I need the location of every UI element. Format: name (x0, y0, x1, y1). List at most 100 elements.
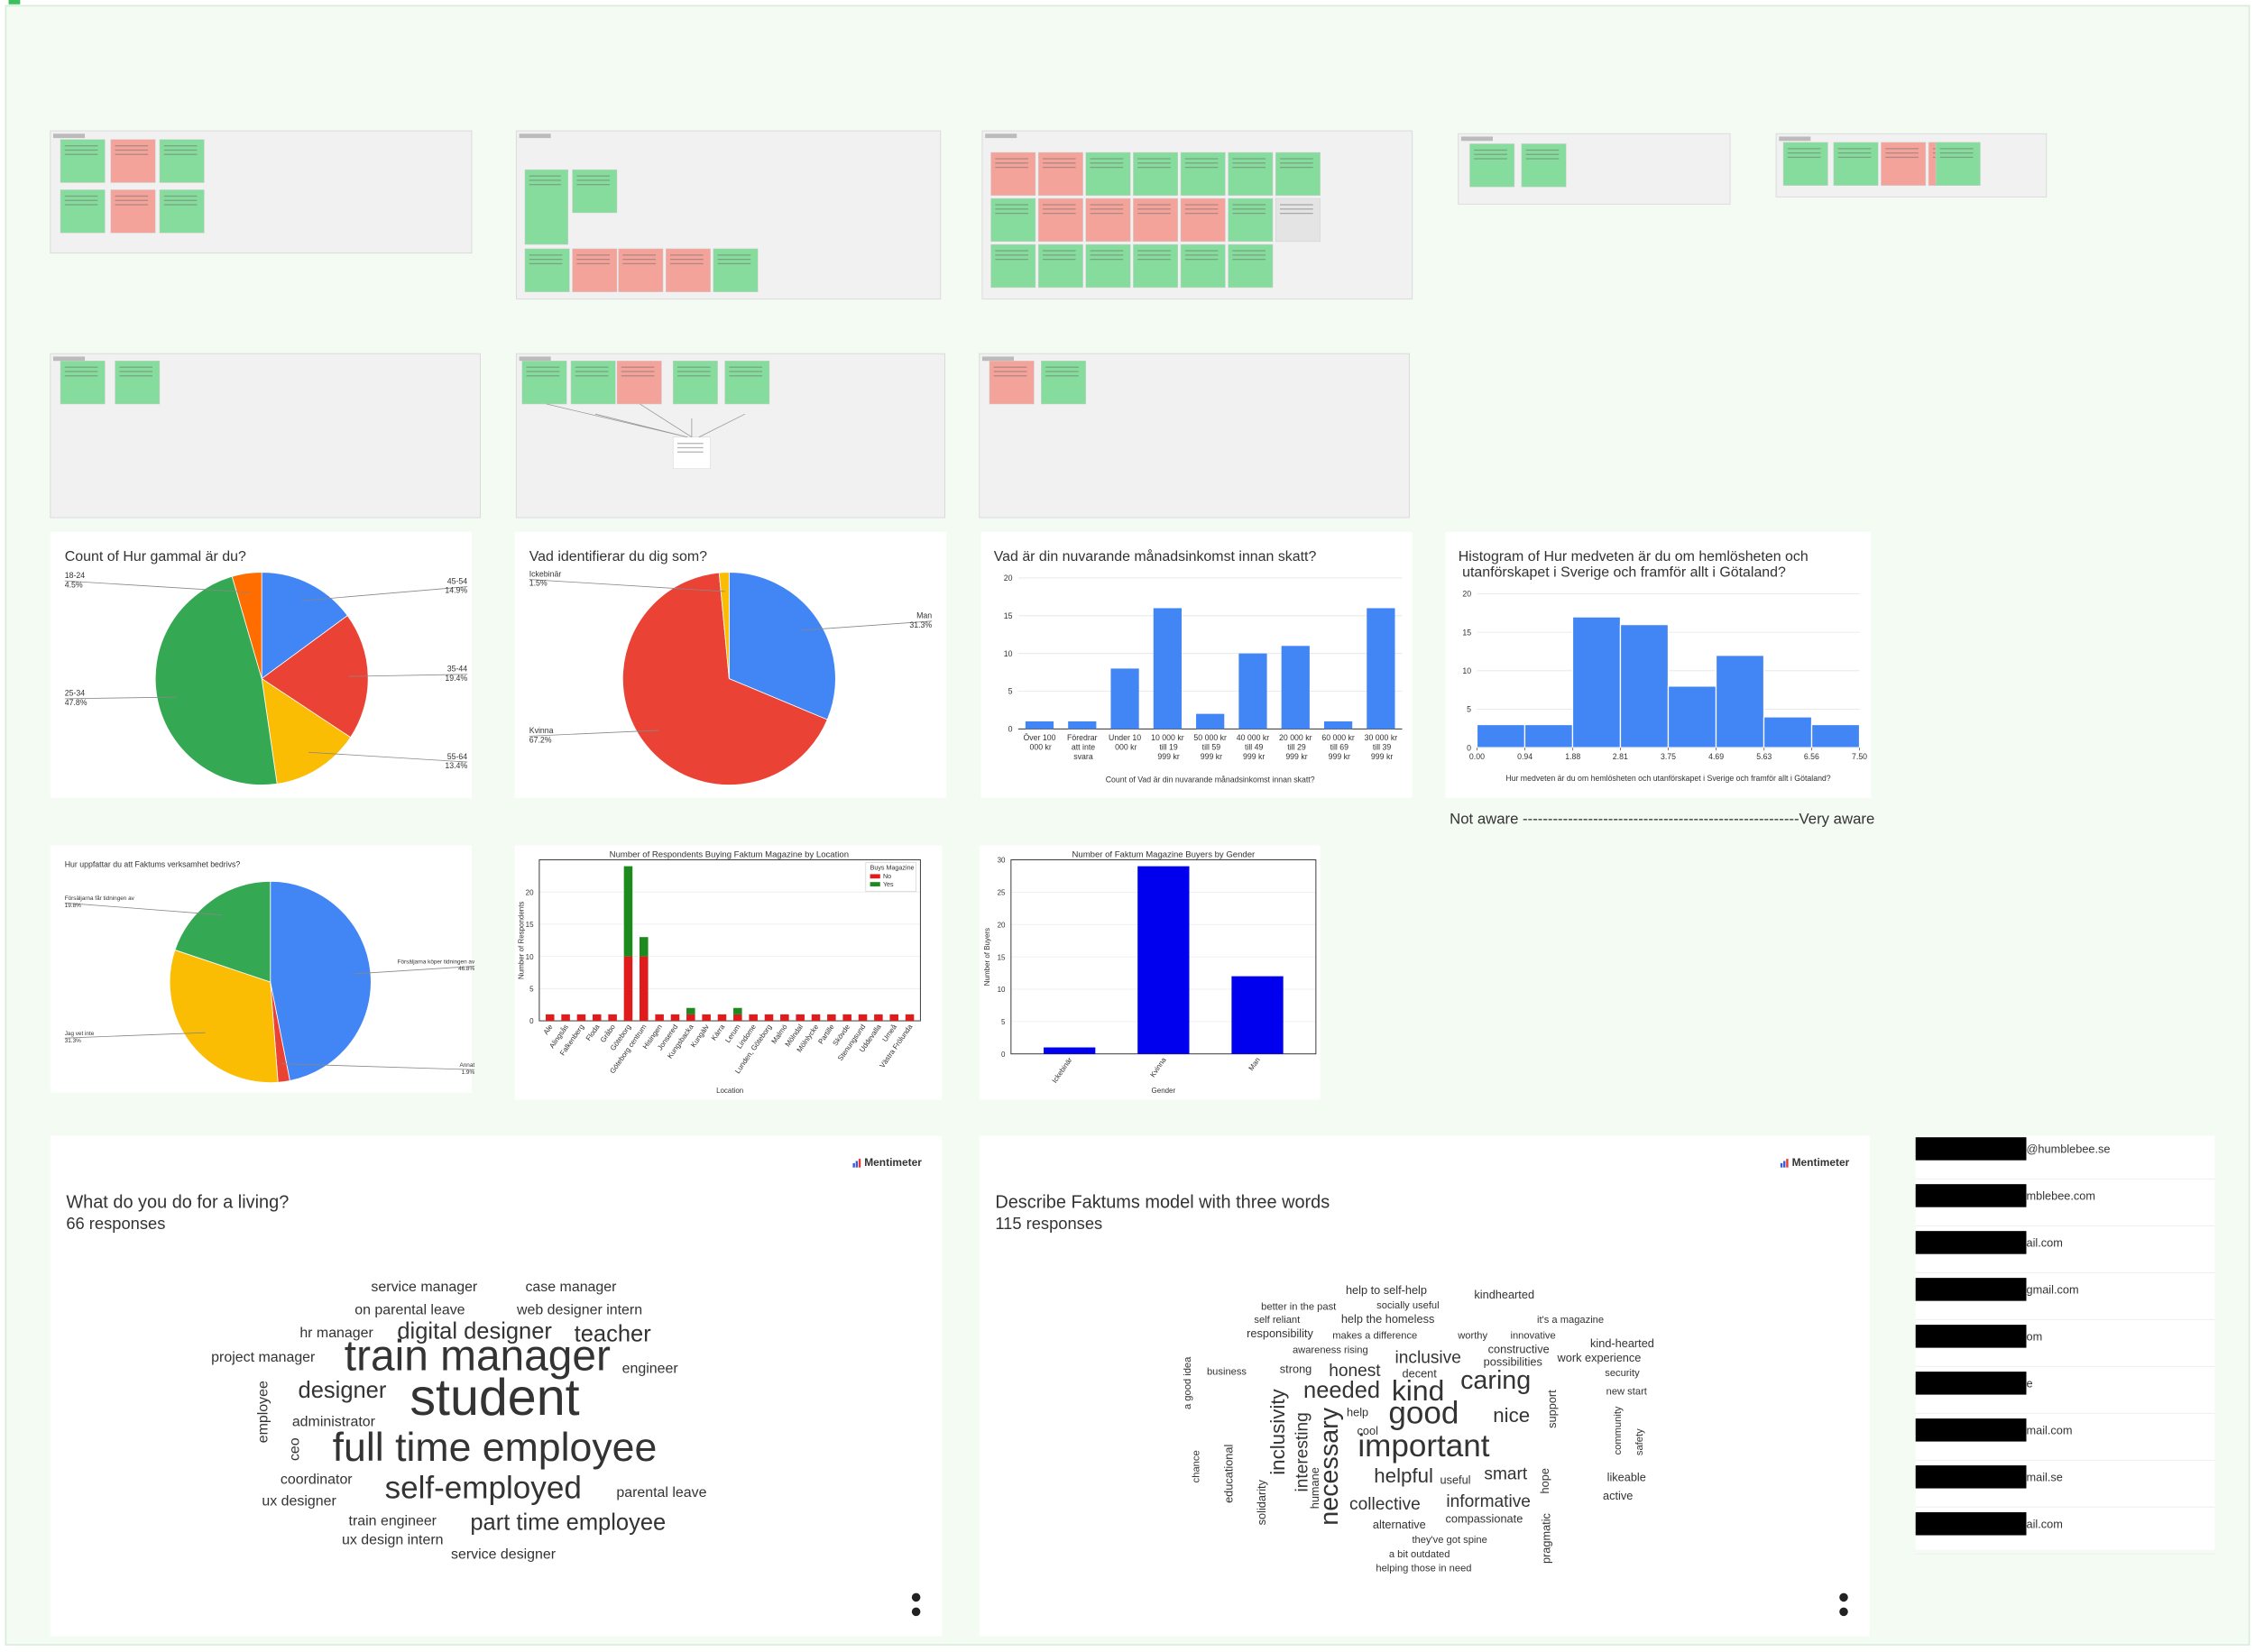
brand-icon (855, 1161, 859, 1168)
sticky-note (60, 360, 106, 405)
y-tick-label: 30 (998, 857, 1006, 865)
note-text-line (1280, 208, 1313, 210)
chart-title: Number of Respondents Buying Faktum Maga… (610, 849, 849, 859)
sticky-note (1085, 151, 1131, 197)
word: parental leave (616, 1485, 706, 1501)
note-text-line (576, 258, 611, 261)
word: awareness rising (1293, 1345, 1368, 1355)
note-text-line (993, 371, 1027, 372)
word: solidarity (1255, 1479, 1268, 1525)
note-text-line (995, 212, 1028, 215)
word: helpful (1374, 1464, 1433, 1487)
bar-segment (764, 1014, 774, 1022)
wordcloud-subtitle: 115 responses (995, 1214, 1102, 1233)
bar-segment (827, 1014, 836, 1022)
sticky-note (672, 436, 711, 470)
bar-segment (608, 1014, 617, 1022)
email-text: mail.se (2026, 1471, 2062, 1484)
email-text: gmail.com (2026, 1283, 2078, 1297)
y-tick-label: 5 (1467, 705, 1471, 714)
note-text-line (1045, 366, 1079, 368)
pie-slice (231, 572, 262, 679)
word: interesting (1293, 1412, 1312, 1491)
bar-segment (858, 1014, 868, 1022)
y-tick-label: 0 (1008, 725, 1013, 734)
user-icon (1839, 1607, 1848, 1617)
word: nice (1493, 1404, 1530, 1427)
bar-segment (702, 1014, 711, 1022)
histogram-bar (1810, 723, 1861, 748)
note-text-line (1474, 153, 1507, 155)
word: better in the past (1261, 1302, 1337, 1313)
note-text-line (119, 375, 153, 377)
sticky-note (1085, 197, 1131, 243)
brand-name: Mentimeter (864, 1156, 922, 1169)
note-text-line (163, 149, 198, 151)
note-text-line (529, 254, 563, 256)
sticky-note (1180, 151, 1226, 197)
sticky-note (572, 169, 618, 214)
slice-percent: 67.2% (529, 736, 552, 745)
note-text-line (64, 145, 98, 147)
chart-title: Count of Hur gammal är du? (65, 549, 246, 564)
slice-percent: 14.9% (445, 586, 467, 595)
note-text-line (1787, 152, 1821, 154)
note-text-line (729, 375, 763, 377)
note-text-line (1280, 158, 1313, 160)
note-text-line (1232, 166, 1266, 169)
slice-label: 45-54 (447, 576, 468, 585)
x-tick-label: 7.50 (1852, 752, 1867, 761)
note-text-line (993, 375, 1027, 377)
bar (1238, 653, 1267, 730)
sticky-note (724, 360, 770, 405)
note-text-line (1184, 212, 1219, 215)
bar-segment (545, 1014, 555, 1022)
word: employee (256, 1381, 272, 1443)
email-text: mblebee.com (2026, 1189, 2095, 1203)
note-text-line (64, 149, 98, 151)
note-text-line (1939, 152, 1974, 154)
note-text-line (1090, 166, 1124, 169)
note-text-line (1137, 166, 1171, 169)
slice-label: Försäljarna köper tidningen av (398, 959, 475, 965)
bar (1068, 721, 1097, 730)
slice-label: 55-64 (447, 752, 468, 761)
pie-slice (728, 572, 836, 720)
note-text-line (1184, 258, 1219, 261)
note-text-line (115, 195, 149, 197)
board-label (519, 356, 551, 362)
note-text-line (622, 262, 657, 265)
note-text-line (1090, 158, 1124, 160)
note-text-line (1137, 162, 1171, 164)
note-text-line (529, 184, 561, 186)
word: important (1358, 1428, 1489, 1464)
sticky-note (524, 248, 570, 292)
sticky-note (524, 169, 569, 245)
pie-slice (718, 572, 730, 679)
brand-icon (852, 1162, 855, 1168)
wordcloud-title: Describe Faktums model with three words (995, 1192, 1330, 1212)
note-text-line (729, 366, 763, 368)
bar-segment (749, 1014, 758, 1022)
note-text-line (529, 179, 561, 181)
bar (1367, 608, 1395, 730)
slice-percent: 47.8% (65, 698, 87, 707)
bar-segment (686, 1007, 695, 1014)
note-text-line (526, 371, 560, 372)
y-tick-label: 20 (1004, 574, 1013, 583)
y-tick-label: 0 (1467, 743, 1471, 752)
slice-percent: 19.4% (445, 674, 467, 683)
board-label (52, 356, 86, 362)
note-text-line (115, 153, 149, 155)
pie-slice (622, 572, 828, 785)
word: inclusive (1395, 1349, 1461, 1368)
chart-title: Vad är din nuvarande månadsinkomst innan… (994, 548, 1317, 564)
bar (1231, 976, 1284, 1054)
board-label (981, 356, 1015, 362)
note-text-line (575, 375, 609, 377)
plot-frame (538, 858, 921, 1022)
y-tick-label: 20 (526, 888, 534, 896)
bar-segment (733, 1014, 742, 1022)
bar-segment (686, 1014, 695, 1022)
word: informative (1446, 1492, 1531, 1511)
